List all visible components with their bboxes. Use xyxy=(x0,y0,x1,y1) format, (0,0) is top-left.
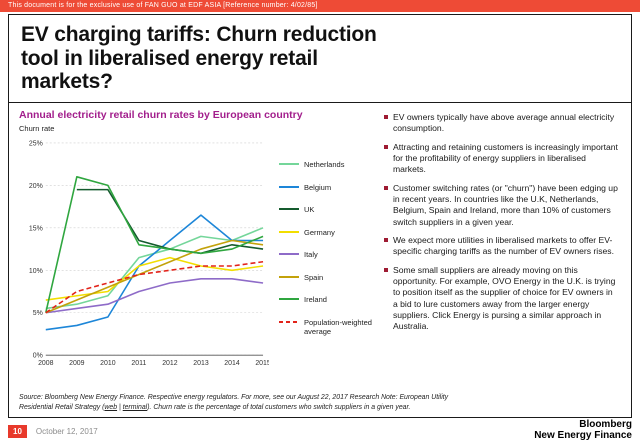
y-tick-label: 0% xyxy=(33,353,43,360)
brand-line2: New Energy Finance xyxy=(534,430,632,441)
footer: 10 October 12, 2017 Bloomberg New Energy… xyxy=(8,419,632,442)
legend-swatch xyxy=(279,185,299,188)
list-item: Some small suppliers are already moving … xyxy=(383,265,619,332)
brand-line1: Bloomberg xyxy=(579,419,632,431)
terminal-link[interactable]: terminal xyxy=(122,403,148,411)
series-germany xyxy=(45,256,264,301)
source-suffix: ). Churn rate is the percentage of total… xyxy=(147,403,411,411)
legend-label: Germany xyxy=(304,227,335,237)
bullet-text: Customer switching rates (or "churn") ha… xyxy=(392,183,618,227)
legend-swatch xyxy=(279,208,299,211)
web-link[interactable]: web xyxy=(104,403,118,411)
legend-label: Ireland xyxy=(304,295,327,305)
slide: EV charging tariffs: Churn reduction too… xyxy=(8,14,632,418)
page-title: EV charging tariffs: Churn reduction too… xyxy=(21,23,377,94)
legend-item: Spain xyxy=(279,273,376,282)
legend-item: Netherlands xyxy=(279,160,376,169)
x-tick-label: 2014 xyxy=(224,360,240,367)
legend-label: Italy xyxy=(304,250,318,260)
chart-legend: Netherlands Belgium UK Germany Italy Spain Ire… xyxy=(269,134,376,390)
legend-label: Belgium xyxy=(304,182,332,192)
bullet-text: EV owners typically have above average a… xyxy=(392,112,615,134)
series-italy xyxy=(45,278,264,314)
confidential-bar: This document is for the exclusive use o… xyxy=(0,0,640,12)
x-tick-label: 2010 xyxy=(100,360,116,367)
legend-item: Germany xyxy=(279,228,376,237)
legend-label: Netherlands xyxy=(304,160,345,170)
chart-area: 0% 5% 10% 15% 20% 25% 2008 2009 2010 2011 2012 2013… xyxy=(19,134,376,390)
slide-body: Annual electricity retail churn rates by… xyxy=(9,103,631,390)
brand-logo: Bloomberg New Energy Finance xyxy=(534,419,632,442)
series-belgium xyxy=(45,214,264,331)
y-axis-title: Churn rate xyxy=(19,124,55,134)
x-tick-label: 2015 xyxy=(255,360,269,367)
x-tick-label: 2008 xyxy=(38,360,54,367)
legend-swatch xyxy=(279,275,299,278)
list-item: EV owners typically have above average a… xyxy=(383,112,619,134)
y-tick-label: 5% xyxy=(33,310,43,317)
chart-section: Annual electricity retail churn rates by… xyxy=(9,103,376,390)
churn-chart: 0% 5% 10% 15% 20% 25% 2008 2009 2010 2011 2012 2013… xyxy=(29,141,269,368)
bullet-text: We expect more utilities in liberalised … xyxy=(392,235,614,257)
legend-swatch xyxy=(279,298,299,301)
y-tick-label: 10% xyxy=(29,268,43,275)
legend-label: Spain xyxy=(304,272,324,282)
legend-swatch xyxy=(279,253,299,256)
legend-item: Italy xyxy=(279,250,376,259)
bullet-square-icon xyxy=(383,145,388,149)
legend-label: Population-weighted average xyxy=(304,317,372,336)
list-item: We expect more utilities in liberalised … xyxy=(383,235,619,257)
bullet-list: EV owners typically have above average a… xyxy=(376,103,631,390)
legend-swatch xyxy=(279,320,299,323)
bullet-square-icon xyxy=(383,238,388,243)
bullet-square-icon xyxy=(383,268,388,273)
legend-swatch xyxy=(279,230,299,233)
series-population-weighted-average xyxy=(45,261,264,314)
legend-item: UK xyxy=(279,205,376,214)
legend-swatch xyxy=(279,163,299,166)
legend-item: Ireland xyxy=(279,295,376,304)
bullet-text: Attracting and retaining customers is in… xyxy=(392,142,618,175)
series-ireland xyxy=(45,176,264,314)
source-separator: | xyxy=(117,403,123,411)
legend-label: UK xyxy=(304,205,315,215)
x-tick-label: 2009 xyxy=(69,360,85,367)
legend-item: Belgium xyxy=(279,183,376,192)
list-item: Attracting and retaining customers is in… xyxy=(383,142,619,176)
legend-item: Population-weighted average xyxy=(279,318,376,336)
x-tick-label: 2011 xyxy=(131,360,146,367)
chart-title: Annual electricity retail churn rates by… xyxy=(19,109,303,122)
y-tick-label: 25% xyxy=(29,141,43,148)
bullet-text: Some small suppliers are already moving … xyxy=(392,265,616,331)
source-note: Source: Bloomberg New Energy Finance. Re… xyxy=(9,390,479,417)
x-tick-label: 2013 xyxy=(193,360,209,367)
page-number: 10 xyxy=(8,424,27,438)
bullet-square-icon xyxy=(383,186,388,191)
footer-date: October 12, 2017 xyxy=(35,426,98,436)
source-text: Source: Bloomberg New Energy Finance. Re… xyxy=(19,394,449,411)
title-box: EV charging tariffs: Churn reduction too… xyxy=(9,15,631,104)
bullet-square-icon xyxy=(383,115,388,120)
series-spain xyxy=(45,239,264,314)
y-tick-label: 15% xyxy=(29,225,43,232)
x-tick-label: 2012 xyxy=(162,360,178,367)
list-item: Customer switching rates (or "churn") ha… xyxy=(383,183,619,228)
series-uk xyxy=(76,188,264,255)
y-tick-label: 20% xyxy=(29,183,43,190)
